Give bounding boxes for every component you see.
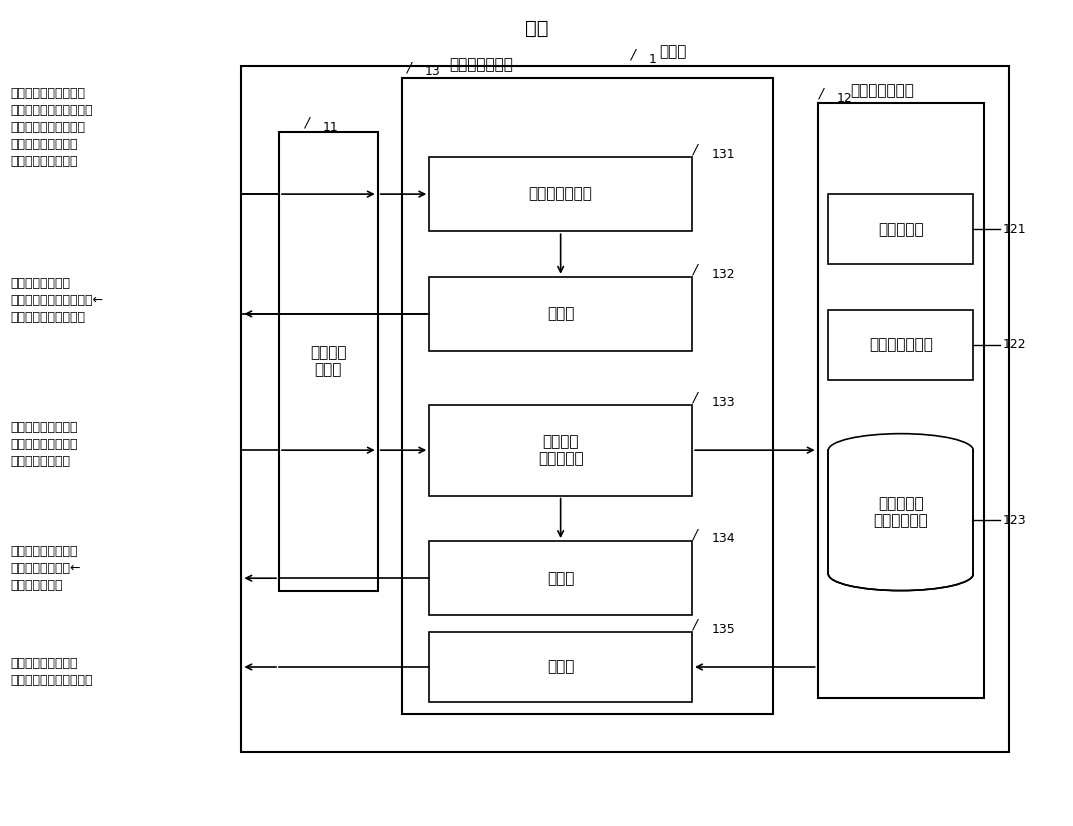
Text: 133: 133	[711, 396, 735, 409]
Bar	[828, 194, 973, 264]
Text: （第二サーバから）
　・標準経営モデル
　・標準経営指標: （第二サーバから） ・標準経営モデル ・標準経営指標	[11, 421, 78, 468]
Text: 12: 12	[837, 92, 853, 105]
Text: 122: 122	[1002, 339, 1026, 351]
Text: /: /	[818, 87, 822, 101]
Text: /: /	[304, 116, 308, 130]
Text: 121: 121	[1002, 223, 1026, 235]
Text: （情報処理装置から）
・経営モデルの選択結果
・経営指標の選択結果
　　　　・地域情報
・シミュレート期間: （情報処理装置から） ・経営モデルの選択結果 ・経営指標の選択結果 ・地域情報 …	[11, 87, 93, 168]
Text: 13: 13	[425, 65, 441, 78]
Bar	[429, 632, 692, 702]
Text: 学習済みモデル: 学習済みモデル	[869, 337, 932, 353]
Bar	[429, 405, 692, 496]
Text: プログラム: プログラム	[878, 221, 924, 237]
Bar	[429, 541, 692, 615]
Text: /: /	[630, 48, 634, 62]
Ellipse shape	[828, 434, 973, 467]
Text: 131: 131	[711, 148, 735, 161]
Text: サーバ側制御部: サーバ側制御部	[449, 57, 513, 72]
Text: /: /	[692, 263, 696, 277]
Bar	[241, 66, 1009, 752]
Text: サーバ側
通信部: サーバ側 通信部	[310, 345, 347, 377]
Text: （第二サーバへ）
・標準経営モデルの要求←
・標準経営指標の要求: （第二サーバへ） ・標準経営モデルの要求← ・標準経営指標の要求	[11, 277, 104, 324]
Text: 予測部: 予測部	[547, 659, 574, 675]
Text: /: /	[692, 391, 696, 405]
Text: 図２: 図２	[525, 19, 548, 39]
Text: サーバ側取得部: サーバ側取得部	[529, 187, 592, 202]
Text: 123: 123	[1002, 514, 1026, 527]
Text: /: /	[692, 527, 696, 541]
Text: サーバ: サーバ	[659, 45, 687, 59]
Text: 1: 1	[649, 53, 657, 66]
Bar	[828, 450, 973, 574]
Bar	[429, 157, 692, 231]
Bar	[279, 132, 378, 591]
Text: /: /	[692, 618, 696, 632]
Text: （情報処理装置へ）
予測結果（農地の変化）: （情報処理装置へ） 予測結果（農地の変化）	[11, 657, 93, 686]
Text: 送付部: 送付部	[547, 571, 574, 586]
Bar	[818, 103, 984, 698]
Bar	[828, 310, 973, 380]
Bar	[429, 277, 692, 351]
Bar	[402, 78, 773, 714]
Text: サーバ側記憶部: サーバ側記憶部	[850, 83, 914, 98]
Text: 農業経営体
データベース: 農業経営体 データベース	[873, 496, 928, 529]
Text: /: /	[692, 143, 696, 157]
Text: 要求部: 要求部	[547, 306, 574, 321]
Text: /: /	[406, 60, 410, 74]
Text: 135: 135	[711, 623, 735, 636]
Text: 132: 132	[711, 268, 735, 281]
Text: 11: 11	[323, 121, 339, 134]
Text: サーバ側
第二取得部: サーバ側 第二取得部	[538, 434, 584, 467]
Text: （情報処理装置へ）
・標準経営モデル←
・標準経営指標: （情報処理装置へ） ・標準経営モデル← ・標準経営指標	[11, 545, 82, 592]
Text: 134: 134	[711, 532, 735, 545]
